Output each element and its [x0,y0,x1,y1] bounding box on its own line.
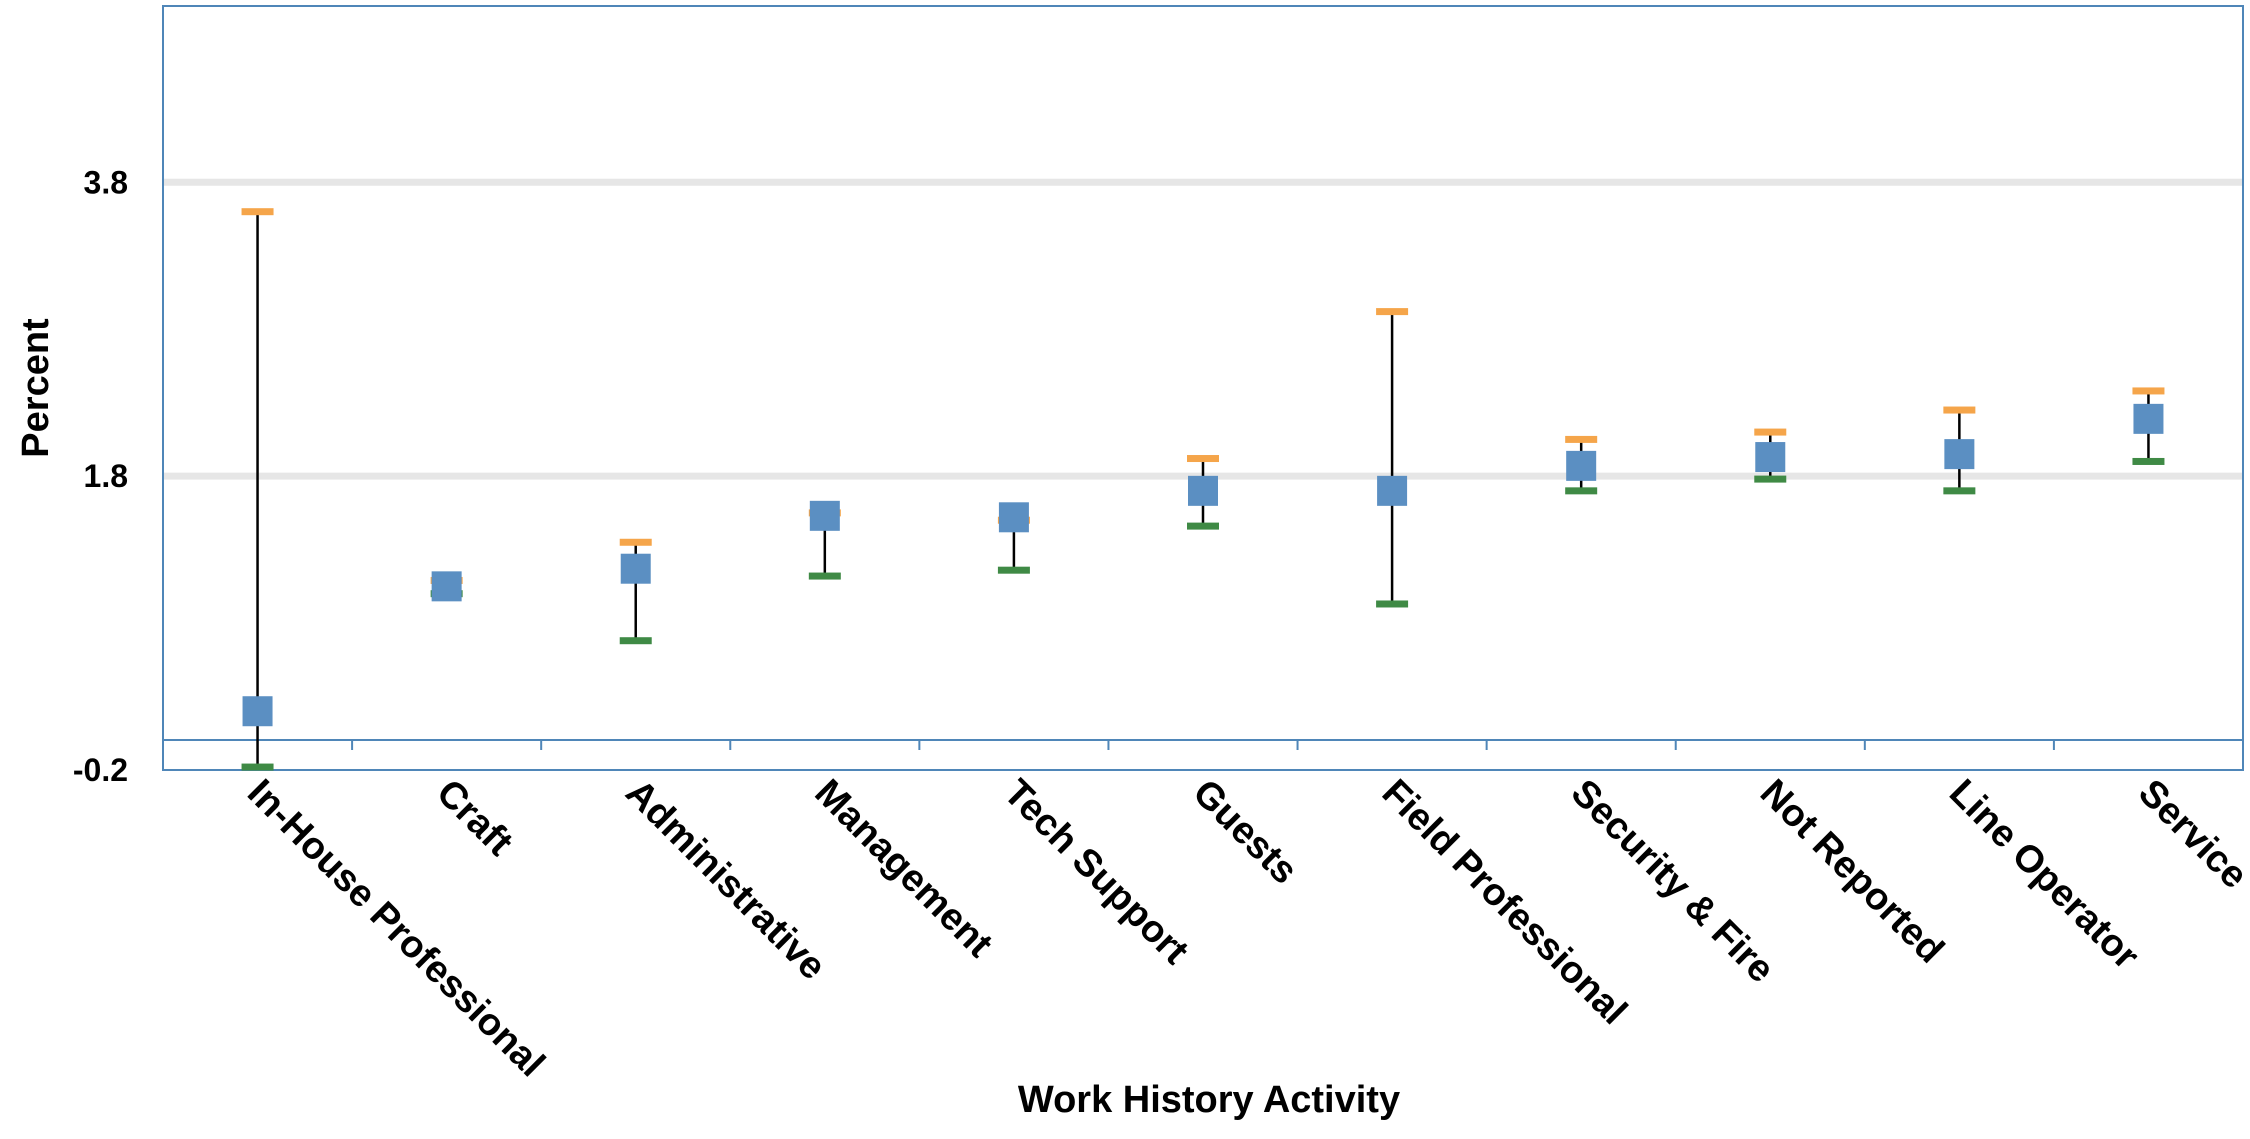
data-point-1 [431,571,462,602]
y-tick-label: 3.8 [84,164,128,200]
x-tick-label: Service [2130,772,2250,897]
lower-cap-4 [997,566,1030,574]
lower-cap-0 [241,763,274,771]
x-axis-title: Work History Activity [1018,1079,1400,1121]
x-tick-label: Not Reported [1752,772,1952,972]
data-point-6 [1377,475,1408,506]
upper-cap-2 [619,538,652,546]
data-point-5 [1188,475,1218,506]
x-tick-label: Craft [428,772,521,865]
x-tick-label: Administrative [617,772,833,988]
y-tick-label: -0.2 [73,752,128,788]
gridlines [163,178,2243,480]
data-point-3 [809,500,840,531]
lower-cap-7 [1565,487,1598,495]
x-tick-label: Security & Fire [1563,772,1782,991]
upper-cap-5 [1187,455,1219,463]
y-axis-ticks: -0.2 1.8 3.8 [73,164,128,788]
data-point-2 [620,553,651,584]
lower-cap-9 [1943,487,1976,495]
upper-cap-6 [1376,308,1409,316]
x-tick-label: Tech Support [996,772,1197,973]
lower-cap-10 [2132,457,2165,465]
data-point-9 [1944,439,1975,470]
lower-cap-5 [1187,522,1219,530]
plot-frame [162,5,2244,771]
data-point-8 [1755,442,1786,473]
x-tick-label: Management [806,772,1000,966]
plot-border [162,5,2244,771]
data-points [242,403,2164,727]
data-point-4 [998,502,1029,533]
upper-cap-10 [2132,387,2165,395]
lower-cap-8 [1754,475,1787,483]
data-point-0 [242,696,273,727]
data-point-7 [1566,450,1597,481]
y-axis-title: Percent [15,318,57,458]
upper-cap-0 [241,208,274,216]
x-tick-label: Line Operator [1941,772,2147,978]
x-tick-label: Guests [1185,772,1306,893]
upper-cap-9 [1943,406,1976,414]
lower-cap-2 [619,637,652,645]
upper-cap-7 [1565,435,1598,443]
data-point-10 [2133,403,2164,434]
lower-cap-3 [808,572,841,580]
lower-cap-6 [1376,600,1409,608]
upper-cap-8 [1754,428,1787,436]
y-tick-label: 1.8 [84,458,128,494]
